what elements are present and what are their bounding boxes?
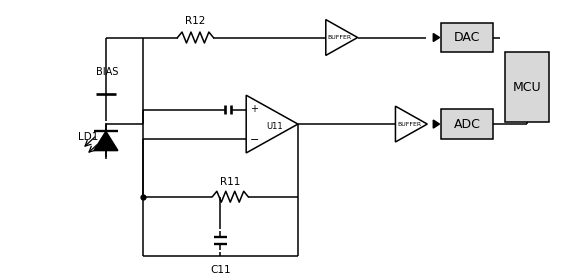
Text: −: − <box>250 134 260 145</box>
Text: R12: R12 <box>185 16 206 26</box>
Text: C11: C11 <box>210 265 231 275</box>
Text: BUFFER: BUFFER <box>328 35 352 40</box>
Bar <box>441 23 493 52</box>
Text: R11: R11 <box>220 177 240 187</box>
Text: ADC: ADC <box>454 117 481 131</box>
Text: +: + <box>250 104 258 114</box>
Text: U11: U11 <box>267 122 283 131</box>
Text: DAC: DAC <box>454 31 481 44</box>
Polygon shape <box>433 33 440 42</box>
Bar <box>441 109 493 139</box>
Polygon shape <box>433 120 440 128</box>
Polygon shape <box>94 131 118 151</box>
Text: BIAS: BIAS <box>95 67 118 77</box>
Text: MCU: MCU <box>512 81 541 94</box>
Bar <box>505 52 549 122</box>
Text: BUFFER: BUFFER <box>397 122 421 127</box>
Text: LD1: LD1 <box>78 132 98 142</box>
